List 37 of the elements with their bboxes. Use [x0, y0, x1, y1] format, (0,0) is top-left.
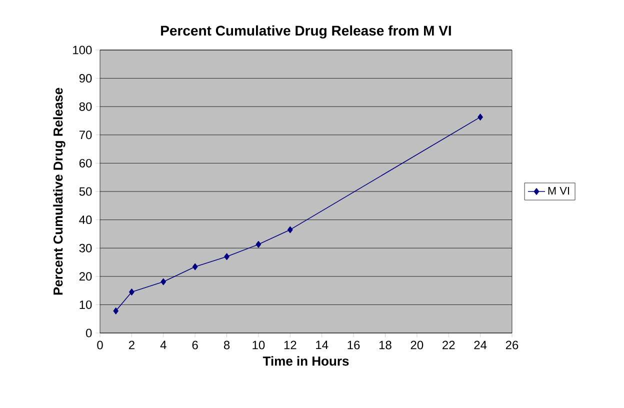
point	[113, 308, 118, 314]
x-tick-label: 22	[442, 340, 455, 350]
legend-label: M VI	[548, 186, 570, 195]
x-tick-label: 8	[224, 340, 230, 350]
y-tick-label: 50	[79, 187, 92, 196]
x-tick-label: 24	[474, 340, 487, 350]
point	[256, 241, 262, 248]
x-tick-label: 18	[379, 340, 392, 350]
y-tick-label: 0	[86, 328, 92, 338]
x-tick-label: 10	[252, 340, 265, 350]
x-tick-label: 16	[348, 340, 360, 350]
y-tick-label: 30	[79, 244, 92, 252]
y-tick-label: 40	[79, 216, 92, 224]
x-tick-label: 0	[97, 340, 103, 350]
y-tick-label: 10	[80, 300, 92, 309]
point	[288, 226, 293, 234]
chart-title: Percent Cumulative Drug Release from M VI	[161, 25, 451, 38]
x-axis-title: Time in Hours	[262, 356, 349, 366]
y-tick-label: 80	[79, 102, 92, 111]
x-tick-label: 2	[128, 340, 134, 350]
x-tick-label: 20	[410, 340, 424, 350]
y-tick-label: 60	[79, 158, 92, 168]
x-tick-label: 14	[316, 340, 328, 350]
x-tick-label: 4	[160, 340, 166, 350]
y-tick-label: 70	[79, 130, 92, 140]
x-tick-label: 6	[192, 340, 198, 350]
point	[478, 114, 483, 120]
y-axis-title: Percent Cumulative Drug Release	[53, 88, 66, 295]
point	[192, 263, 198, 270]
y-tick-label: 90	[79, 74, 92, 83]
x-tick-label: 26	[506, 340, 518, 350]
x-tick-label: 12	[284, 340, 296, 350]
point	[129, 288, 134, 296]
y-tick-label: 20	[79, 272, 92, 281]
point	[160, 278, 166, 286]
point	[224, 253, 230, 260]
y-tick-label: 100	[73, 46, 92, 54]
